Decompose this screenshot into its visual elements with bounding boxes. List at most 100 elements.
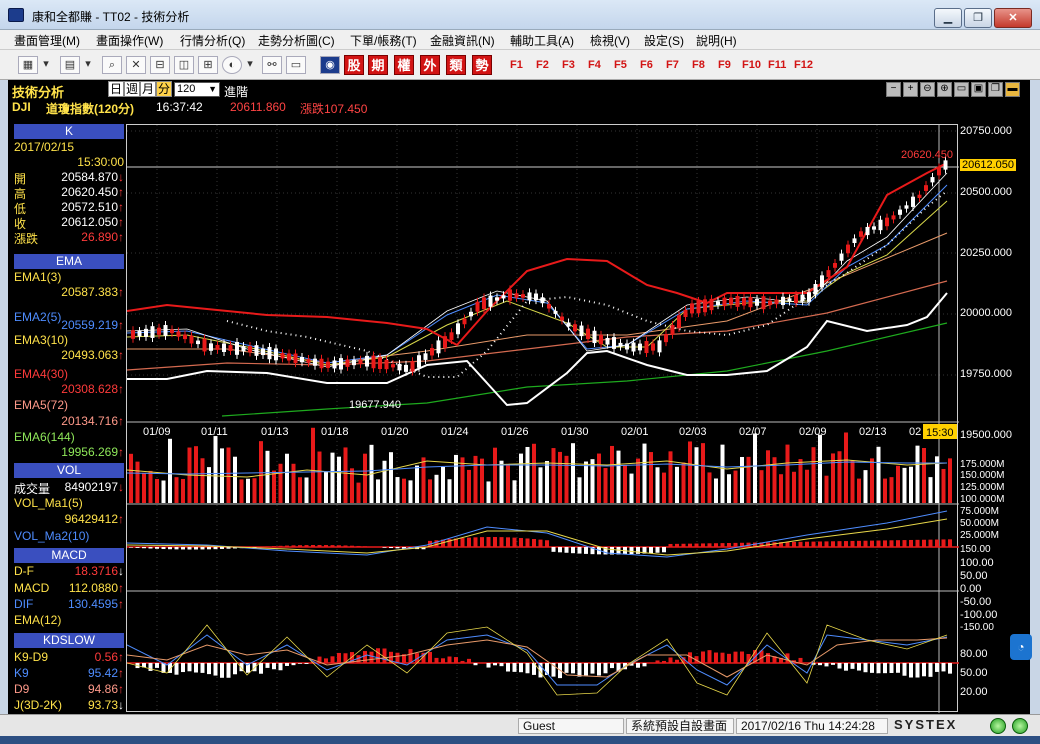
zoom-out-icon[interactable]: ⊖	[920, 82, 935, 97]
volume-bar	[447, 479, 452, 503]
restore-button[interactable]: ❐	[964, 8, 992, 28]
split-h-icon[interactable]: ⊟	[150, 56, 170, 74]
f2-key[interactable]: F2	[536, 59, 549, 71]
volume-bar	[265, 450, 270, 503]
kd-bar	[252, 663, 257, 672]
tab-minute[interactable]: 分	[156, 81, 172, 97]
save-icon[interactable]: ▣	[971, 82, 986, 97]
link-icon[interactable]: ⚯	[262, 56, 282, 74]
layout-icon[interactable]: ▦	[18, 56, 38, 74]
chevron-down-icon[interactable]: ▾	[85, 58, 91, 70]
menu-quote-analysis[interactable]: 行情分析(Q)	[180, 34, 246, 48]
ema1-value-row: 20587.383↑	[14, 285, 126, 299]
candle-body	[495, 297, 499, 301]
foreign-button[interactable]: 外	[420, 55, 440, 75]
print-icon[interactable]: ▤	[60, 56, 80, 74]
menu-settings[interactable]: 設定(S)	[644, 34, 684, 48]
volume-bar	[395, 477, 400, 503]
f1-key[interactable]: F1	[510, 59, 523, 71]
volume-bar	[727, 474, 731, 503]
kd-bar	[590, 663, 595, 674]
chevron-down-icon[interactable]: ▾	[247, 58, 253, 70]
tab-month[interactable]: 月	[140, 81, 156, 97]
trend-button[interactable]: 勢	[472, 55, 492, 75]
kd-bar	[948, 663, 952, 674]
macd-bar	[382, 547, 387, 548]
menu-tools[interactable]: 輔助工具(A)	[510, 34, 574, 48]
menu-bar: 畫面管理(M) 畫面操作(W) 行情分析(Q) 走勢分析圖(C) 下單/帳務(T…	[0, 30, 1040, 50]
tab-week[interactable]: 週	[124, 81, 140, 97]
menu-order-account[interactable]: 下單/帳務(T)	[350, 34, 417, 48]
globe-icon[interactable]: ◐	[222, 56, 242, 74]
menu-screen-manage[interactable]: 畫面管理(M)	[14, 34, 80, 48]
copy-icon[interactable]: ❐	[988, 82, 1003, 97]
minus-icon[interactable]: −	[886, 82, 901, 97]
volume-bar	[701, 443, 705, 503]
ema1-line	[127, 172, 948, 368]
f3-key[interactable]: F3	[562, 59, 575, 71]
kd-bar	[454, 657, 458, 664]
f5-key[interactable]: F5	[614, 59, 627, 71]
menu-trend-chart[interactable]: 走勢分析圖(C)	[258, 34, 335, 48]
kd-bar	[889, 663, 894, 673]
menu-financial-info[interactable]: 金融資訊(N)	[430, 34, 495, 48]
resize-icon[interactable]: ⊞	[198, 56, 218, 74]
candle-body	[644, 340, 649, 354]
logo-icon[interactable]: ◉	[320, 56, 340, 74]
candle-body	[378, 357, 382, 370]
arrow-icon: ↑	[118, 512, 124, 526]
split-v-icon[interactable]: ◫	[174, 56, 194, 74]
f12-key[interactable]: F12	[794, 59, 813, 71]
stock-button[interactable]: 股	[344, 55, 364, 75]
close-button[interactable]: ✕	[994, 8, 1032, 28]
folder-icon[interactable]: ▬	[1005, 82, 1020, 97]
f11-key[interactable]: F11	[768, 59, 787, 71]
volume-bar	[642, 443, 647, 503]
search-icon[interactable]: ⌕	[102, 56, 122, 74]
candle-body	[371, 355, 376, 369]
advanced-button[interactable]: 進階	[224, 85, 249, 99]
period-select[interactable]: 120 ▼	[174, 82, 220, 97]
volume-bar	[519, 453, 523, 503]
f10-key[interactable]: F10	[742, 59, 761, 71]
f8-key[interactable]: F8	[692, 59, 705, 71]
close-window-icon[interactable]: ✕	[126, 56, 146, 74]
ema5-value: 20134.716↑	[61, 414, 124, 428]
kd-bar	[181, 663, 185, 673]
connection-icon	[1012, 718, 1028, 734]
menu-view[interactable]: 檢視(V)	[590, 34, 630, 48]
kd-bar	[233, 663, 237, 675]
menu-screen-ops[interactable]: 畫面操作(W)	[96, 34, 164, 48]
futures-button[interactable]: 期	[368, 55, 388, 75]
chat-widget-icon[interactable]: ◔	[1010, 634, 1032, 660]
category-button[interactable]: 類	[446, 55, 466, 75]
options-button[interactable]: 權	[394, 55, 414, 75]
volume-bar	[278, 463, 283, 503]
kd-bar	[194, 663, 198, 673]
plus-icon[interactable]: +	[903, 82, 918, 97]
minimize-button[interactable]: ▁	[934, 8, 962, 28]
f7-key[interactable]: F7	[666, 59, 679, 71]
chart-area[interactable]: 19677.940 20620.450 01/09 01/11 01/13 0	[126, 124, 959, 713]
window-icon[interactable]: ▭	[286, 56, 306, 74]
k9-row: K9 95.42↑	[14, 666, 126, 680]
tab-day[interactable]: 日	[108, 81, 124, 97]
candle-body	[397, 363, 402, 371]
candle-body	[846, 244, 850, 254]
zoom-in-icon[interactable]: ⊕	[937, 82, 952, 97]
macd-bar	[252, 547, 257, 548]
menu-help[interactable]: 說明(H)	[696, 34, 737, 48]
macd-bar	[363, 546, 367, 548]
macd-bar	[330, 545, 335, 548]
chat-icon[interactable]: ▭	[954, 82, 969, 97]
f4-key[interactable]: F4	[588, 59, 601, 71]
chevron-down-icon[interactable]: ▾	[43, 58, 49, 70]
candle-body	[592, 330, 597, 344]
kd-bar	[597, 663, 601, 676]
candle-body	[930, 177, 935, 183]
candle-body	[852, 238, 857, 244]
dif-row: DIF 130.4595↑	[14, 597, 126, 611]
f6-key[interactable]: F6	[640, 59, 653, 71]
volume-bar	[239, 479, 244, 503]
f9-key[interactable]: F9	[718, 59, 731, 71]
